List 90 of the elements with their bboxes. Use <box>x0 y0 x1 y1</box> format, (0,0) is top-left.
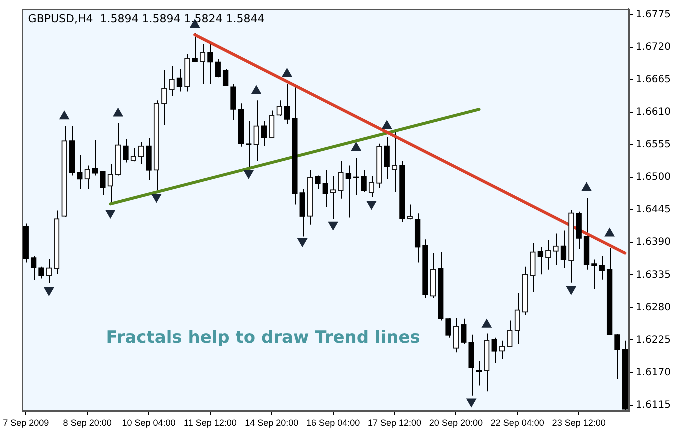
candlestick <box>599 256 605 280</box>
candlestick <box>208 43 214 85</box>
candlestick <box>384 136 390 180</box>
x-tick-label: 17 Sep 12:00 <box>368 418 422 428</box>
x-tick-label: 14 Sep 20:00 <box>245 418 299 428</box>
candlestick <box>276 100 282 117</box>
candlestick <box>476 361 482 386</box>
x-tick-label: 7 Sep 2009 <box>3 418 50 428</box>
point <box>106 210 116 219</box>
candlestick <box>123 138 129 164</box>
y-tick-label: 1.6170 <box>636 367 672 378</box>
candlestick <box>453 318 460 354</box>
candlestick <box>361 170 367 193</box>
candlestick <box>38 266 44 280</box>
point <box>113 108 124 117</box>
candlestick <box>77 154 83 190</box>
point <box>466 398 476 408</box>
candlestick <box>176 68 183 92</box>
candlestick <box>46 258 52 284</box>
candlestick <box>407 204 413 220</box>
candlestick <box>84 165 90 190</box>
candlestick <box>230 84 236 121</box>
candlestick <box>538 246 544 276</box>
candlestick <box>560 230 567 269</box>
y-tick-label: 1.6555 <box>636 140 672 151</box>
x-tick-label: 22 Sep 04:00 <box>490 418 544 428</box>
point <box>382 120 392 130</box>
point <box>352 142 362 151</box>
x-tick-label: 20 Sep 20:00 <box>429 418 483 428</box>
candlestick <box>92 140 98 176</box>
candlestick <box>130 147 136 162</box>
point <box>44 288 54 296</box>
y-tick-label: 1.6775 <box>636 10 672 21</box>
candlestick <box>368 176 375 198</box>
candlestick <box>138 142 144 166</box>
candlestick <box>30 256 37 281</box>
candlestick <box>614 334 620 380</box>
candlestick <box>222 68 229 87</box>
y-tick-label: 1.6445 <box>636 204 672 216</box>
x-tick-label: 23 Sep 12:00 <box>552 418 606 428</box>
x-tick-label: 8 Sep 20:00 <box>63 418 112 428</box>
candlestick <box>162 70 168 126</box>
point <box>366 201 377 210</box>
y-tick-label: 1.6390 <box>636 237 672 248</box>
candlestick <box>322 170 328 208</box>
candlestick <box>592 259 598 290</box>
y-tick-label: 1.6335 <box>636 270 672 281</box>
chart-title: GBPUSD,H4 1.5894 1.5894 1.5824 1.5844 <box>28 12 265 26</box>
candlestick <box>108 164 114 205</box>
point <box>298 238 308 247</box>
candlestick <box>338 160 344 200</box>
candlestick <box>492 337 498 364</box>
candlestick <box>461 318 467 345</box>
x-tick-label: 11 Sep 12:00 <box>184 418 237 428</box>
y-tick-label: 1.6115 <box>636 400 672 411</box>
candlestick <box>315 175 321 190</box>
candlestick <box>546 240 552 270</box>
annotation: Fractals help to draw Trend lines <box>106 328 420 348</box>
y-tick-label: 1.6280 <box>636 302 672 314</box>
candlestick <box>261 120 268 147</box>
point <box>60 111 70 120</box>
point <box>152 194 162 203</box>
point <box>566 286 576 295</box>
candlestick <box>200 44 206 85</box>
candlestick <box>169 66 175 96</box>
x-tick-label: 16 Sep 04:00 <box>306 418 360 428</box>
point <box>244 170 254 179</box>
candlestick <box>507 320 513 348</box>
candlestick <box>514 293 520 345</box>
y-tick-label: 1.6500 <box>636 172 672 184</box>
y-tick-label: 1.6720 <box>636 42 672 54</box>
candlestick <box>446 318 452 338</box>
candlestick <box>553 233 559 266</box>
point <box>252 86 262 94</box>
candlestick <box>346 165 352 218</box>
candlestick <box>499 340 506 360</box>
x-tick-label: 10 Sep 04:00 <box>122 418 176 428</box>
candlestick <box>530 242 536 293</box>
candlestick <box>284 84 290 125</box>
y-tick-label: 1.6610 <box>636 107 672 118</box>
y-tick-label: 1.6225 <box>636 334 672 346</box>
point <box>582 182 592 192</box>
candlestick <box>254 100 260 162</box>
point <box>328 222 338 230</box>
candlestick <box>100 170 106 196</box>
candlestick <box>215 58 221 78</box>
candlestick <box>269 110 275 140</box>
candlestick <box>330 176 336 220</box>
point <box>282 68 292 78</box>
y-tick-label: 1.6665 <box>636 74 672 86</box>
